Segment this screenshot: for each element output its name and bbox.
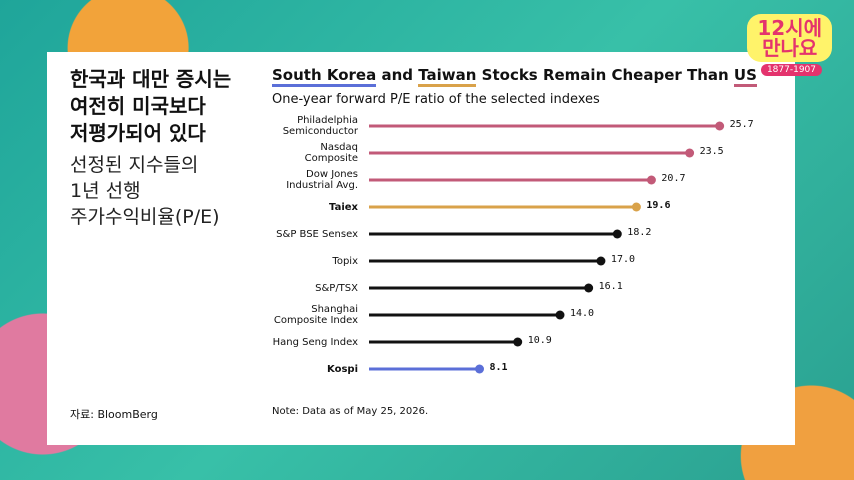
- value-label: 18.2: [627, 227, 652, 238]
- dot: [584, 283, 594, 293]
- dot: [631, 202, 641, 212]
- title-part: and: [376, 66, 419, 84]
- dot: [715, 121, 725, 131]
- card: [47, 52, 795, 445]
- title-part: US: [733, 66, 757, 87]
- category-label: Topix: [332, 255, 358, 267]
- category-label: Taiex: [329, 201, 358, 213]
- value-label: 19.6: [646, 200, 671, 211]
- value-label: 20.7: [661, 173, 686, 184]
- note: Note: Data as of May 25, 2026.: [272, 406, 429, 417]
- dot: [685, 148, 695, 158]
- value-label: 10.9: [527, 335, 552, 346]
- logo-sub: 1877-1907: [760, 64, 822, 76]
- category-label: Hang Seng Index: [272, 336, 358, 348]
- dot: [513, 337, 523, 347]
- value-label: 14.0: [570, 308, 595, 319]
- category-label: Philadelphia Semiconductor: [282, 115, 358, 137]
- value-label: 17.0: [610, 254, 636, 265]
- title-part: Stocks Remain Cheaper Than: [476, 66, 734, 84]
- dot: [475, 364, 485, 374]
- title-part: Taiwan: [418, 66, 477, 87]
- category-label: S&P/TSX: [315, 282, 358, 294]
- value-label: 8.1: [489, 362, 508, 373]
- title-part: South Korea: [272, 66, 377, 87]
- category-label: Dow Jones Industrial Avg.: [286, 169, 358, 191]
- dot: [596, 256, 606, 266]
- dot: [555, 310, 565, 320]
- subheading: 선정된 지수들의 1년 선행 주가수익비율(P/E): [70, 154, 220, 228]
- category-label: Shanghai Composite Index: [273, 304, 358, 326]
- dot: [646, 175, 656, 185]
- category-label: Nasdaq Composite: [304, 142, 358, 164]
- category-label: S&P BSE Sensex: [276, 228, 358, 240]
- heading: 한국과 대만 증시는 여전히 미국보다 저평가되어 있다: [70, 67, 232, 145]
- dot: [612, 229, 622, 239]
- chart-title: South Korea and Taiwan Stocks Remain Che…: [272, 66, 757, 87]
- category-label: Kospi: [327, 363, 358, 375]
- source: 자료: BloomBerg: [70, 408, 158, 421]
- value-label: 16.1: [598, 281, 623, 292]
- value-label: 25.7: [729, 119, 754, 130]
- chart-subtitle: One-year forward P/E ratio of the select…: [272, 92, 600, 107]
- value-label: 23.5: [699, 146, 724, 157]
- logo: 12시에 만나요: [747, 14, 832, 62]
